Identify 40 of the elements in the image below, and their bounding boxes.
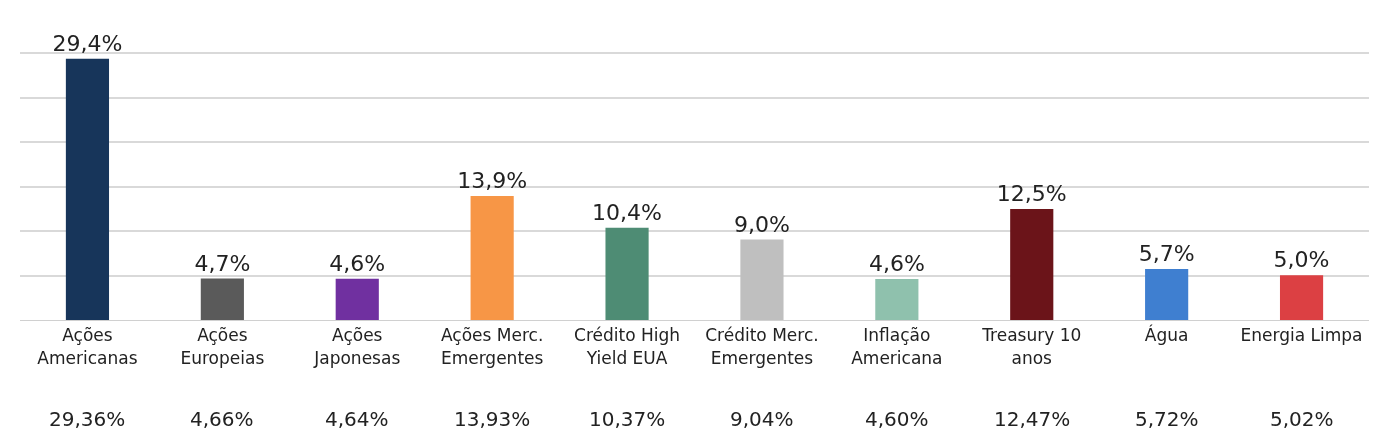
text: 5,02% xyxy=(1270,407,1334,430)
x-tick-label: Crédito Merc. Emergentes xyxy=(705,325,819,368)
data-label: 13,9% xyxy=(457,168,528,194)
text: 9,04% xyxy=(730,407,794,430)
data-label: 29,4% xyxy=(52,30,123,56)
x-tick-label: Inflação Americana xyxy=(851,325,943,368)
x-tick-label: Treasury 10 anos xyxy=(981,325,1082,368)
x-tick-label: Ações Americanas xyxy=(37,325,138,368)
data-label: 4,7% xyxy=(194,250,251,276)
x-tick-label: Crédito High Yield EUA xyxy=(574,325,681,368)
data-label: 5,7% xyxy=(1138,241,1195,267)
data-label: 4,6% xyxy=(868,251,925,277)
bar xyxy=(605,227,649,320)
x-tick-label: Ações Japonesas xyxy=(313,325,401,368)
bar xyxy=(1010,209,1054,320)
text: 29,36% xyxy=(49,407,126,430)
x-tick-label: Água xyxy=(1144,324,1189,346)
bar xyxy=(740,239,784,320)
bar xyxy=(200,278,244,320)
bar xyxy=(1279,275,1324,320)
text: 12,47% xyxy=(994,407,1071,430)
data-label: 10,4% xyxy=(592,199,662,225)
text: 4,64% xyxy=(325,407,389,430)
text: 13,93% xyxy=(454,407,531,430)
text: 5,72% xyxy=(1135,407,1199,430)
bar xyxy=(1145,269,1189,320)
text: 4,60% xyxy=(865,407,929,430)
data-label: 9,0% xyxy=(734,211,790,237)
x-tick-label: Energia Limpa xyxy=(1240,325,1363,346)
x-tick-label: Ações Merc. Emergentes xyxy=(440,325,544,368)
bar xyxy=(470,196,514,320)
data-label: 12,5% xyxy=(996,181,1067,207)
data-label: 4,6% xyxy=(329,250,386,276)
data-label: 5,0% xyxy=(1273,247,1330,273)
text: 4,66% xyxy=(190,407,254,430)
bar xyxy=(65,58,110,320)
bar xyxy=(875,279,919,320)
x-tick-label: Ações Europeias xyxy=(180,325,265,368)
text: 10,37% xyxy=(589,407,666,430)
bar xyxy=(335,278,379,320)
